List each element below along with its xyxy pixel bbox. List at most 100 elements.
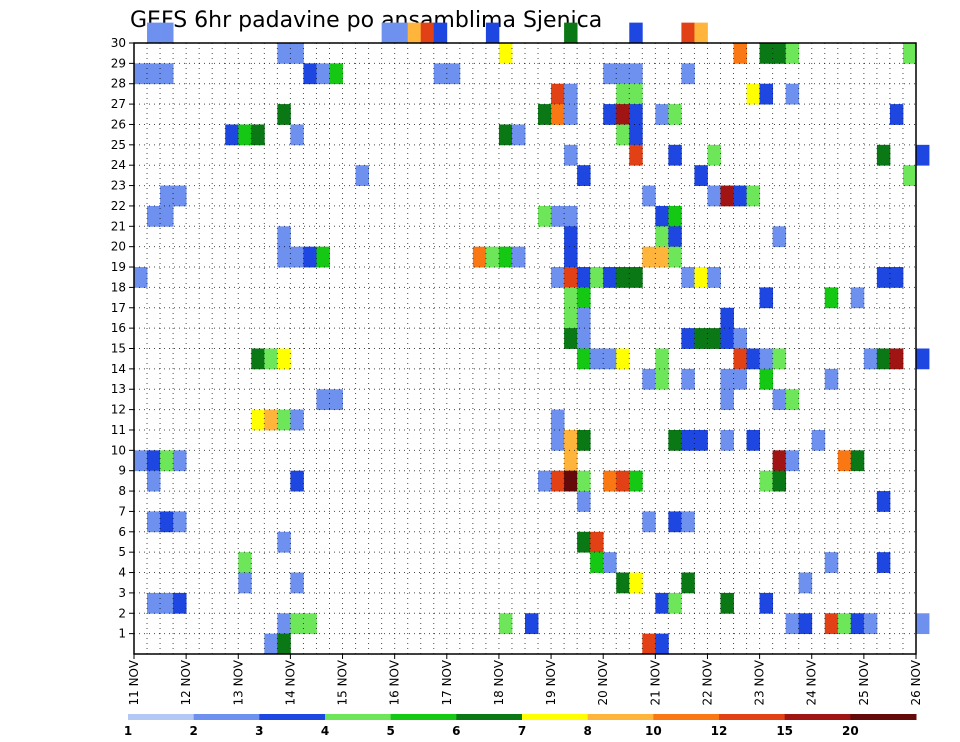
heatmap-cell [629,104,643,125]
colorbar-swatch [522,714,589,720]
x-tick-label: 14 NOV [283,659,297,705]
x-tick-label: 25 NOV [857,659,871,705]
heatmap-cell [642,368,656,390]
heatmap-cell [720,307,734,329]
y-tick-label: 1 [118,627,126,641]
heatmap-cell [290,470,304,492]
heatmap-cell [603,348,617,370]
y-axis-ticks: 1234567891011121314151617181920212223242… [111,36,134,641]
heatmap-cell [160,22,174,44]
heatmap-cell [785,613,800,635]
heatmap-cell [277,613,291,635]
y-tick-label: 6 [118,525,126,539]
y-tick-label: 11 [111,423,126,437]
x-tick-label: 11 NOV [127,659,141,705]
heatmap-cell [850,613,865,635]
heatmap-cell [668,592,682,614]
y-tick-label: 18 [111,280,126,294]
heatmap-cell [173,450,187,472]
heatmap-cell [485,22,500,44]
heatmap-cell [160,205,174,227]
heatmap-cell [564,450,578,472]
heatmap-cell [629,63,643,85]
heatmap-cell [694,267,708,288]
heatmap-cell [160,450,174,472]
heatmap-cell [720,368,734,390]
heatmap-cell [147,511,161,533]
heatmap-cell [551,267,565,288]
x-tick-label: 16 NOV [388,659,402,705]
y-tick-label: 22 [111,199,126,213]
heatmap-cell [876,144,891,166]
grid-lines [134,43,916,654]
heatmap-cell [173,185,187,207]
heatmap-cell [238,124,252,146]
heatmap-cell [160,592,174,614]
colorbar-label: 6 [452,724,460,738]
heatmap-cell [394,22,409,44]
heatmap-cell [381,22,396,44]
heatmap-cell [290,613,304,635]
heatmap-cell [564,287,578,309]
heatmap-cell [590,531,604,553]
heatmap-cell [876,267,891,288]
x-tick-label: 22 NOV [700,659,714,705]
heatmap-cell [668,429,682,451]
heatmap-cell [303,613,317,635]
heatmap-cell [498,124,513,146]
heatmap-cell [577,491,591,512]
heatmap-cell [707,267,721,288]
heatmap-cell [564,226,578,248]
heatmap-cell [577,470,591,492]
colorbar-swatch [128,714,195,720]
heatmap-cell [525,613,539,635]
heatmap-cell [720,429,734,451]
colorbar-swatch [390,714,457,720]
heatmap-cell [498,246,513,268]
heatmap-cell [277,226,291,248]
heatmap-cell [629,470,643,492]
heatmap-cell [277,633,291,655]
heatmap-cell [407,22,422,44]
heatmap-cell [772,226,787,248]
heatmap-cell [564,470,578,492]
heatmap-cell [564,267,578,288]
heatmap-cell [811,429,826,451]
heatmap-cell [746,83,760,105]
heatmap-cell [147,450,161,472]
heatmap-cell [837,613,852,635]
heatmap-cell [564,104,578,125]
heatmap-cell [290,43,304,64]
heatmap-cell [590,267,604,288]
heatmap-cell [759,83,774,105]
heatmap-cell [759,470,774,492]
colorbar-label: 5 [386,724,394,738]
heatmap-cell [772,450,787,472]
colorbar-swatch [456,714,523,720]
y-tick-label: 15 [111,342,126,356]
heatmap-cell [772,389,787,410]
heatmap-cell [616,83,630,105]
y-tick-label: 13 [111,382,126,396]
heatmap-cell [694,328,708,349]
heatmap-cell [694,429,708,451]
y-tick-label: 30 [111,36,126,50]
heatmap-cell [251,348,265,370]
heatmap-cell [759,287,774,309]
heatmap-cell [433,63,448,85]
heatmap-cell [564,22,578,44]
heatmap-cell [551,470,565,492]
heatmap-cell [160,185,174,207]
heatmap-cell [238,572,252,594]
heatmap-cell [564,429,578,451]
heatmap-cell [173,592,187,614]
heatmap-cell [707,185,721,207]
colorbar-label: 12 [711,724,728,738]
heatmap-cell [720,185,734,207]
heatmap-cell [720,592,734,614]
heatmap-cell [251,409,265,431]
chart-title: GEFS 6hr padavine po ansamblima Sjenica [130,8,602,33]
heatmap-cell [616,63,630,85]
heatmap-cell [577,348,591,370]
heatmap-cell [681,368,695,390]
